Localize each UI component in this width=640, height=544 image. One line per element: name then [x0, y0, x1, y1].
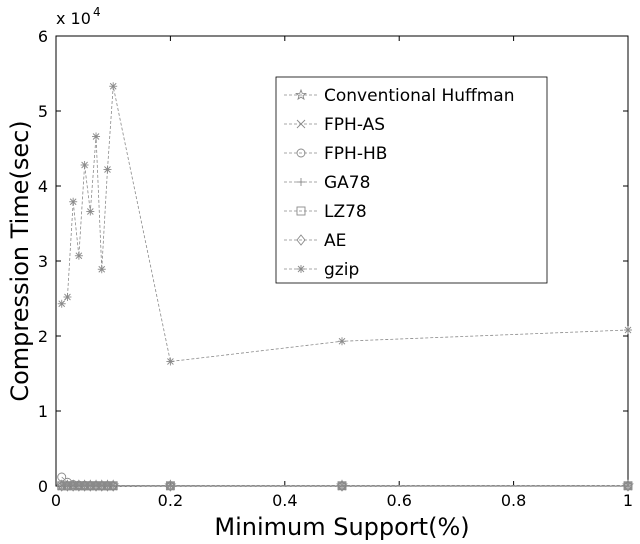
- legend-label: LZ78: [324, 202, 367, 222]
- series-gzip: [57, 82, 632, 366]
- y-axis-ticks: 0 1 2 3 4 5 6: [38, 27, 628, 496]
- legend-label: FPH-HB: [324, 144, 387, 164]
- legend-marker: [296, 119, 306, 129]
- data-point: [623, 480, 633, 492]
- x-axis-title: Minimum Support(%): [214, 513, 469, 541]
- y-tick-label: 1: [38, 402, 48, 421]
- legend-marker: [296, 234, 306, 246]
- y-axis-title: Compression Time(sec): [6, 120, 34, 401]
- legend-box: [275, 76, 548, 284]
- series-layer: [55, 82, 634, 492]
- data-point: [97, 265, 106, 274]
- data-point: [63, 293, 72, 301]
- x-tick-label: 0: [51, 491, 61, 510]
- y-tick-label: 3: [38, 252, 48, 271]
- legend-entry: gzip: [284, 260, 359, 280]
- data-point: [74, 251, 83, 260]
- data-point: [337, 480, 347, 492]
- legend-entry: FPH-AS: [284, 115, 385, 135]
- legend: Conventional Huffman FPH-AS FPH-HB GA78 LZ78…: [275, 76, 548, 284]
- x-axis-ticks: 0 0.2 0.4 0.6 0.8 1: [51, 36, 633, 510]
- y-multiplier-exponent: 4: [93, 5, 101, 19]
- x-tick-label: 0.4: [272, 491, 297, 510]
- data-point: [109, 82, 118, 91]
- y-tick-label: 4: [38, 177, 48, 196]
- legend-label: Conventional Huffman: [324, 86, 514, 106]
- y-multiplier-label: x 10: [56, 9, 91, 28]
- y-tick-label: 5: [38, 102, 48, 121]
- data-point: [338, 337, 346, 346]
- x-tick-label: 0.8: [501, 491, 526, 510]
- data-point: [166, 357, 175, 366]
- y-tick-label: 6: [38, 27, 48, 46]
- data-point: [92, 132, 101, 141]
- legend-entry: GA78: [284, 173, 370, 193]
- legend-marker: [296, 148, 306, 158]
- x-tick-label: 0.2: [158, 491, 183, 510]
- legend-entry: FPH-HB: [284, 144, 387, 164]
- x-tick-label: 1: [623, 491, 633, 510]
- data-point: [108, 480, 118, 492]
- legend-marker: [295, 88, 307, 101]
- legend-entry: AE: [284, 231, 346, 251]
- legend-label: GA78: [324, 173, 370, 193]
- data-point: [69, 197, 78, 206]
- legend-label: AE: [324, 231, 346, 251]
- series-ae: [57, 480, 633, 492]
- data-point: [624, 326, 632, 334]
- data-point: [57, 299, 66, 308]
- x-tick-label: 0.6: [386, 491, 411, 510]
- y-tick-label: 2: [38, 327, 48, 346]
- data-point: [80, 161, 89, 169]
- data-point: [103, 165, 112, 174]
- data-point: [86, 207, 95, 216]
- data-point: [165, 480, 175, 492]
- legend-marker: [297, 178, 305, 186]
- y-tick-label: 0: [38, 477, 48, 496]
- legend-label: FPH-AS: [324, 115, 385, 135]
- legend-entry: Conventional Huffman: [284, 86, 514, 106]
- legend-marker: [297, 265, 305, 273]
- legend-entry: LZ78: [284, 202, 367, 222]
- legend-label: gzip: [324, 260, 359, 280]
- legend-marker: [296, 206, 306, 216]
